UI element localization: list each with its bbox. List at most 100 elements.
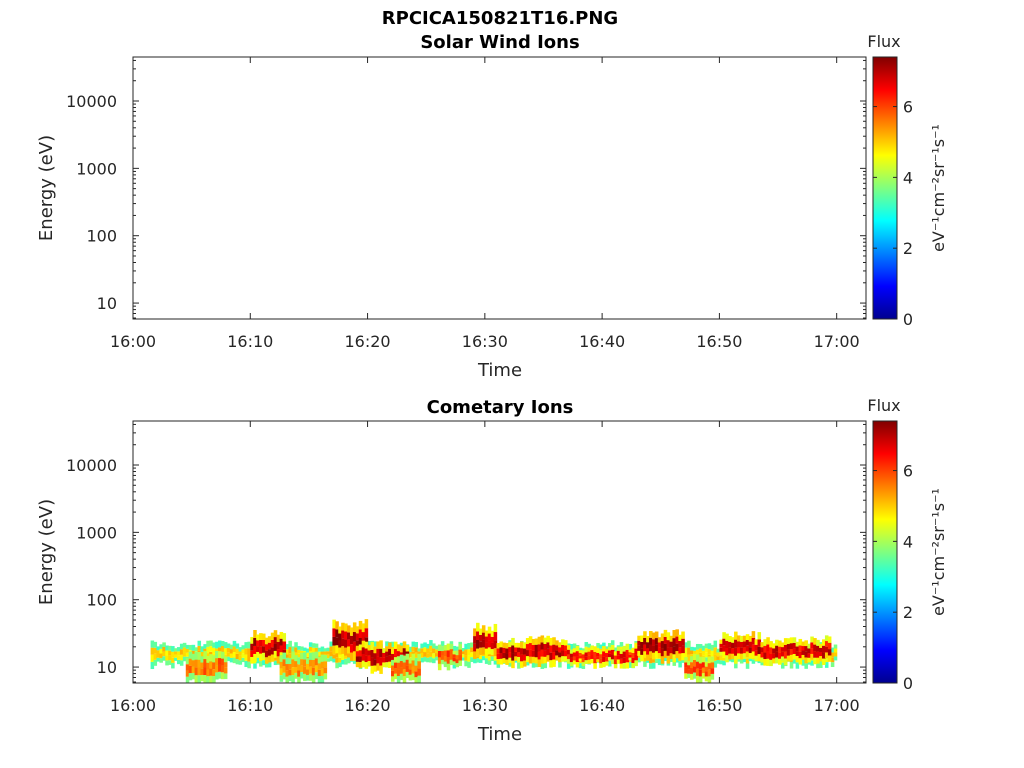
heatmap-cell xyxy=(282,652,287,660)
heatmap-cell xyxy=(751,637,756,645)
heatmap-cell xyxy=(827,655,832,662)
heatmap-cell xyxy=(358,620,363,630)
heatmap-cell xyxy=(288,669,292,676)
heatmap-cell xyxy=(159,658,163,663)
heatmap-cell xyxy=(235,653,240,660)
heatmap-cell xyxy=(470,657,474,662)
heatmap-cell xyxy=(678,647,682,654)
heatmap-cell xyxy=(499,641,504,648)
heatmap-cell xyxy=(391,665,395,671)
heatmap-cell xyxy=(329,646,333,652)
heatmap-cell xyxy=(282,659,287,666)
heatmap-cell xyxy=(156,646,160,651)
heatmap-cell xyxy=(731,653,735,660)
heatmap-cell xyxy=(681,631,685,639)
heatmap-cell xyxy=(607,647,612,651)
heatmap-cell xyxy=(314,672,319,680)
heatmap-cell xyxy=(185,648,190,653)
heatmap-cell xyxy=(408,657,413,664)
heatmap-cell xyxy=(308,646,313,652)
heatmap-cell xyxy=(707,663,712,670)
heatmap-cell xyxy=(607,650,612,654)
heatmap-cell xyxy=(704,671,709,677)
heatmap-cell xyxy=(168,655,172,661)
heatmap-cell xyxy=(534,650,539,658)
heatmap-cell xyxy=(520,648,524,655)
heatmap-cell xyxy=(168,650,172,656)
heatmap-cell xyxy=(707,669,712,677)
heatmap-cell xyxy=(411,653,416,661)
heatmap-cell xyxy=(150,654,155,662)
heatmap-cell xyxy=(276,649,281,657)
heatmap-cell xyxy=(646,648,650,655)
heatmap-cell xyxy=(399,667,404,674)
heatmap-cell xyxy=(698,676,703,683)
heatmap-cell xyxy=(250,656,254,664)
heatmap-cell xyxy=(355,626,360,634)
heatmap-cell xyxy=(347,625,351,633)
heatmap-cell xyxy=(534,660,539,668)
heatmap-cell xyxy=(332,654,336,659)
heatmap-cell xyxy=(314,651,319,659)
x-axis: 16:00 16:10 16:20 16:30 16:40 16:50 17:00 xyxy=(110,421,860,715)
heatmap-cell xyxy=(748,647,753,654)
heatmap-cell xyxy=(780,647,785,652)
heatmap-cell xyxy=(349,652,354,661)
heatmap-cell xyxy=(613,655,618,660)
heatmap-cell xyxy=(197,640,202,646)
heatmap-cell xyxy=(660,656,665,664)
heatmap-cell xyxy=(795,662,800,669)
heatmap-cell xyxy=(731,657,735,663)
heatmap-cell xyxy=(564,640,568,646)
heatmap-cell xyxy=(693,660,697,667)
heatmap-cell xyxy=(420,643,424,649)
heatmap-cell xyxy=(807,648,811,654)
heatmap-cell xyxy=(628,649,633,653)
heatmap-cell xyxy=(672,660,677,666)
heatmap-cell xyxy=(508,657,512,663)
heatmap-cell xyxy=(379,657,383,666)
heatmap-cell xyxy=(666,647,671,656)
heatmap-cell xyxy=(654,631,659,639)
heatmap-cell xyxy=(795,651,800,656)
heatmap-cell xyxy=(276,634,281,642)
heatmap-cell xyxy=(414,659,419,666)
heatmap-cell xyxy=(323,673,328,680)
heatmap-cell xyxy=(748,653,753,659)
heatmap-cell xyxy=(537,644,542,652)
heatmap-cell xyxy=(687,654,691,662)
heatmap-cell xyxy=(352,651,357,661)
heatmap-cell xyxy=(660,648,665,657)
heatmap-cell xyxy=(408,651,413,658)
heatmap-cell xyxy=(810,642,814,649)
heatmap-cell xyxy=(778,640,782,647)
heatmap-cell xyxy=(171,657,175,663)
heatmap-cell xyxy=(734,655,738,664)
heatmap-cell xyxy=(581,658,586,663)
heatmap-cell xyxy=(719,643,723,648)
heatmap-cell xyxy=(822,658,826,665)
heatmap-cell xyxy=(481,647,486,655)
heatmap-cell xyxy=(552,652,556,660)
heatmap-cell xyxy=(804,640,808,647)
heatmap-cell xyxy=(695,675,700,683)
heatmap-cell xyxy=(693,666,697,673)
heatmap-cell xyxy=(543,650,548,657)
x-axis-label: Time xyxy=(477,724,522,745)
heatmap-cell xyxy=(578,658,583,662)
heatmap-cell xyxy=(569,644,574,650)
heatmap-cell xyxy=(373,646,377,654)
heatmap-cell xyxy=(323,667,328,674)
heatmap-cell xyxy=(663,629,668,637)
heatmap-cell xyxy=(569,657,574,663)
heatmap-cell xyxy=(693,647,697,651)
heatmap-cell xyxy=(549,652,553,661)
heatmap-cell xyxy=(329,651,333,657)
heatmap-cell xyxy=(455,659,460,664)
heatmap-cell xyxy=(801,659,806,666)
heatmap-cell xyxy=(194,675,199,683)
heatmap-cell xyxy=(490,636,495,643)
heatmap-cell xyxy=(581,654,586,659)
heatmap-cell xyxy=(751,644,756,652)
heatmap-cell xyxy=(745,639,750,646)
